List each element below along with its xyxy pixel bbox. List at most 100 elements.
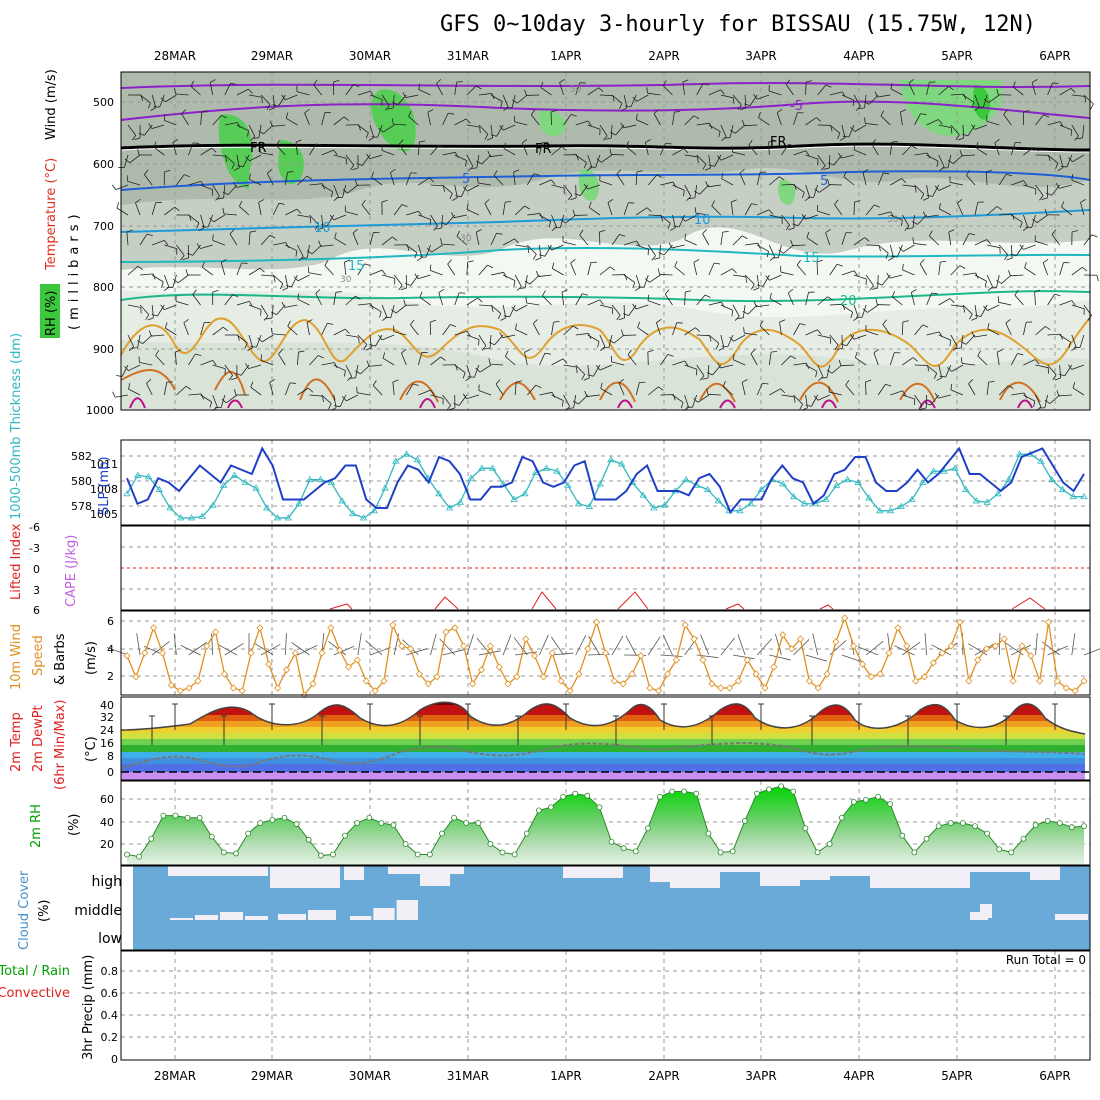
- wind-speed-point: [309, 680, 317, 688]
- date-label-top: 1APR: [550, 49, 581, 63]
- wind-speed-point: [708, 680, 716, 688]
- wind-speed-point: [1080, 677, 1088, 685]
- ylabel-cape: CAPE (J/kg): [64, 535, 79, 607]
- ylabel-wind-speed: Speed: [31, 635, 46, 676]
- date-label-top: 30MAR: [349, 49, 391, 63]
- slp-line: [126, 446, 1085, 515]
- wind-speed-point: [947, 642, 955, 650]
- wind-speed-point: [212, 628, 220, 636]
- li-tick-3: 3: [33, 584, 40, 597]
- thickness-point: [800, 499, 809, 507]
- rh-point: [644, 825, 651, 832]
- thickness-point: [962, 485, 970, 492]
- thickness-point: [1080, 492, 1088, 500]
- wind-speed-point: [353, 656, 361, 664]
- rh-point: [608, 839, 615, 845]
- wind-tick-4: 4: [107, 643, 114, 656]
- thickness-point: [456, 498, 465, 505]
- cloud-cover-panel: high middle low Cloud Cover (%): [17, 865, 1091, 951]
- thickness-point: [402, 450, 411, 457]
- rh-point: [1008, 849, 1015, 856]
- wind-speed-point: [1000, 635, 1008, 643]
- slp-tick-1011: 1011: [90, 458, 118, 471]
- rh-point: [1056, 820, 1063, 826]
- thickness-point: [650, 504, 658, 511]
- isotherms: [120, 82, 1091, 409]
- upper-grid: [121, 72, 1090, 410]
- contour-label-15a: 15: [348, 259, 365, 274]
- wind-speed-point: [912, 677, 920, 685]
- wind-speed-point: [991, 642, 999, 650]
- rh-point: [572, 790, 579, 797]
- tick-800: 800: [93, 281, 114, 294]
- rh-point: [850, 799, 857, 805]
- rh-point: [729, 848, 736, 855]
- wind-speed-point: [1018, 642, 1026, 650]
- wind-speed-point: [415, 670, 423, 678]
- thickness-point: [682, 475, 690, 483]
- contour-label-fr-3: FR: [770, 135, 787, 150]
- thickness-point: [263, 504, 271, 511]
- wind-speed-point: [220, 670, 229, 678]
- rh-point: [426, 851, 433, 858]
- ylabel-rh: RH (%): [44, 291, 59, 336]
- rh-point: [984, 830, 990, 837]
- contour-label-fr-1: FR: [250, 141, 267, 156]
- wind-speed-point: [982, 645, 991, 653]
- thickness-point: [209, 501, 217, 508]
- wind-speed-point: [336, 646, 344, 654]
- wind-speed-point: [282, 666, 291, 674]
- contour-label-10b: 10: [694, 213, 711, 228]
- thickness-point: [230, 471, 239, 478]
- thickness-point: [951, 464, 959, 471]
- rh-markers: [124, 783, 1087, 860]
- run-total: Run Total = 0: [1006, 953, 1086, 967]
- wind-speed-point: [956, 618, 964, 626]
- rh-point: [535, 807, 542, 814]
- wind-speed-point: [238, 687, 246, 695]
- precip-tick-02: 0.2: [101, 1031, 119, 1044]
- wind10-panel: 6 4 2 10m Wind Speed & Barbs (m/s): [9, 610, 1100, 699]
- rh-point: [959, 820, 966, 826]
- wind-speed-point: [823, 670, 831, 678]
- tick-900: 900: [93, 343, 114, 356]
- rh-point: [669, 788, 676, 795]
- wind-speed-point: [158, 649, 167, 657]
- date-label-top: 2APR: [648, 49, 679, 63]
- upper-y-axis: 500 600 700 800 900 1000: [86, 96, 114, 417]
- wind10-y-axis: 6 4 2: [107, 615, 114, 683]
- date-label-bottom: 3APR: [745, 1069, 776, 1083]
- wind-speed-point: [167, 681, 175, 689]
- thickness-point: [886, 507, 895, 514]
- wind-speed-point: [690, 635, 698, 643]
- thickness-point: [273, 514, 282, 521]
- wind-speed-point: [522, 635, 530, 643]
- rh-point: [511, 851, 518, 858]
- rh-shading: [121, 72, 1090, 410]
- rh-point: [790, 788, 797, 795]
- thickness-point: [940, 467, 948, 474]
- wind-speed-point: [814, 684, 822, 692]
- wind-speed-point: [513, 673, 521, 681]
- wind-speed-point: [717, 684, 725, 692]
- thickness-point: [832, 481, 841, 488]
- rh-point: [1068, 824, 1075, 831]
- thickness-point: [1058, 485, 1067, 492]
- wind-speed-point: [274, 684, 282, 692]
- contour-label-20: 20: [840, 294, 857, 309]
- rh-point: [221, 849, 227, 856]
- rh-point: [160, 812, 167, 819]
- wind-speed-point: [495, 663, 503, 671]
- rh-point: [523, 830, 530, 837]
- wind-speed-point: [123, 652, 131, 660]
- rh-point: [451, 814, 457, 821]
- wind-speed-point: [1071, 687, 1079, 695]
- rh-point: [632, 848, 639, 855]
- wind-speed-point: [442, 628, 450, 636]
- thickness-point: [929, 467, 938, 474]
- cape-frame: [120, 525, 1091, 611]
- rh-tick-60: 60: [100, 793, 114, 806]
- wind-speed-point: [858, 660, 867, 668]
- rh-point: [620, 845, 627, 852]
- slp-y-axis: 582 580 578 1011 1008 1005: [71, 450, 118, 521]
